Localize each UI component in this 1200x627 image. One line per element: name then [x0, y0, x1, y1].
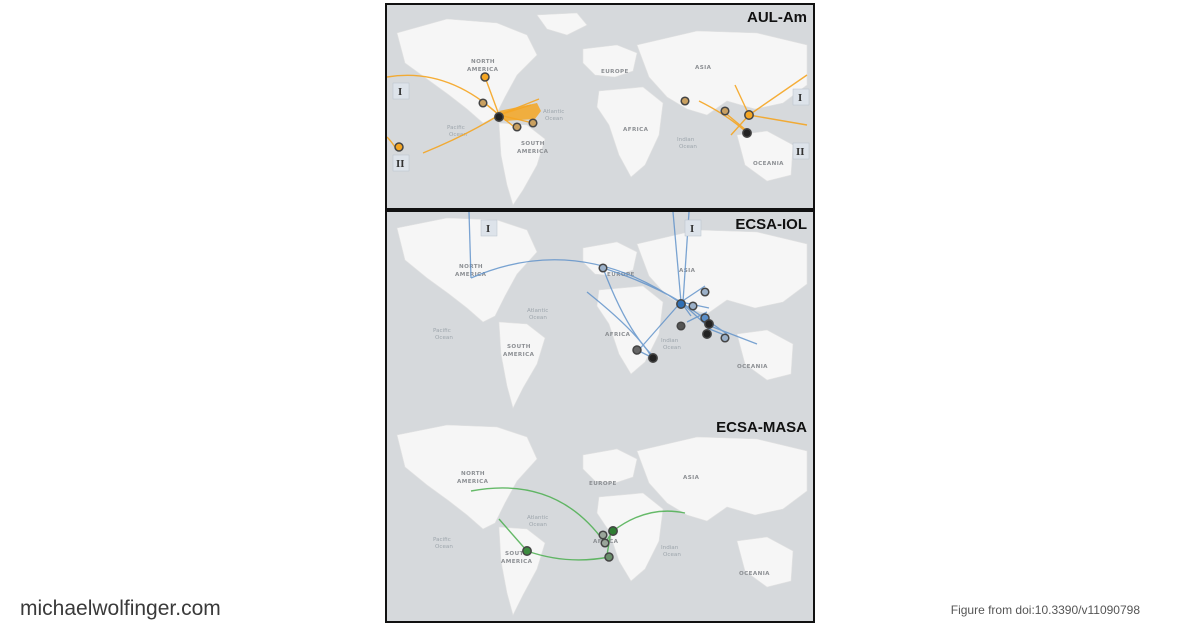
map-panel-ecsa-iol: NORTH AMERICA EUROPE ASIA AFRICA SOUTH A…: [387, 212, 813, 415]
world-map-ecsa-masa: NORTH AMERICA EUROPE ASIA AFRICA SOUTH A…: [396, 424, 808, 616]
label-north-america: AMERICA: [467, 67, 499, 73]
svg-text:Indian: Indian: [661, 338, 679, 344]
svg-text:ASIA: ASIA: [679, 268, 696, 274]
sampling-sites-ecsa-masa: [522, 526, 618, 562]
marker-label-2: II: [396, 160, 404, 170]
marker-label-4: II: [796, 148, 804, 158]
svg-text:Ocean: Ocean: [529, 315, 547, 321]
marker-badge-2: [684, 219, 702, 237]
svg-text:NORTH: NORTH: [461, 471, 485, 477]
svg-text:Ocean: Ocean: [435, 335, 453, 341]
svg-text:Ocean: Ocean: [545, 116, 563, 122]
svg-text:Atlantic: Atlantic: [527, 308, 548, 314]
svg-text:AMERICA: AMERICA: [457, 479, 489, 485]
marker-label-3: I: [798, 94, 802, 104]
svg-text:SOUTH: SOUTH: [505, 551, 529, 557]
markers-aul-am: I II I II: [392, 82, 810, 172]
dense-route-cluster: [499, 103, 541, 121]
ocean-labels: Pacific Ocean Atlantic Ocean Indian Ocea…: [433, 515, 681, 558]
marker-badge-3: [792, 88, 810, 106]
svg-text:EUROPE: EUROPE: [589, 481, 617, 487]
svg-text:Atlantic: Atlantic: [543, 109, 564, 115]
ocean-labels: Pacific Ocean Atlantic Ocean Indian Ocea…: [447, 109, 697, 150]
svg-text:EUROPE: EUROPE: [607, 272, 635, 278]
panel-title-ecsa-masa: ECSA-MASA: [716, 419, 807, 436]
label-oceania: OCEANIA: [753, 161, 784, 167]
label-europe: EUROPE: [601, 69, 629, 75]
svg-text:OCEANIA: OCEANIA: [737, 364, 768, 370]
svg-text:Pacific: Pacific: [433, 537, 451, 543]
svg-text:Ocean: Ocean: [529, 522, 547, 528]
svg-text:I: I: [690, 225, 694, 235]
label-south: SOUTH: [521, 141, 545, 147]
panel-title-ecsa-iol: ECSA-IOL: [735, 216, 807, 233]
svg-text:Ocean: Ocean: [679, 144, 697, 150]
label-africa: AFRICA: [623, 127, 649, 133]
svg-text:I: I: [486, 225, 490, 235]
marker-label-1: I: [398, 88, 402, 98]
svg-text:Pacific: Pacific: [447, 125, 465, 131]
markers-ecsa-iol: I I: [480, 219, 702, 237]
label-north: NORTH: [471, 59, 495, 65]
svg-text:AMERICA: AMERICA: [501, 559, 533, 565]
svg-text:OCEANIA: OCEANIA: [739, 571, 770, 577]
svg-text:Ocean: Ocean: [449, 132, 467, 138]
sampling-sites-aul-am: [394, 72, 754, 152]
marker-badge-1: [480, 219, 498, 237]
label-south-america: AMERICA: [517, 149, 549, 155]
figure-frame: NORTH AMERICA EUROPE ASIA AFRICA SOUTH A…: [385, 3, 815, 623]
svg-text:Ocean: Ocean: [663, 345, 681, 351]
label-asia: ASIA: [695, 65, 712, 71]
panel-title-aul-am: AUL-Am: [747, 9, 807, 26]
marker-badge-2: [392, 154, 410, 172]
svg-text:Indian: Indian: [661, 545, 679, 551]
figure-credit: Figure from doi:10.3390/v11090798: [950, 603, 1140, 617]
marker-badge-1: [392, 82, 410, 100]
map-panel-aul-am: NORTH AMERICA EUROPE ASIA AFRICA SOUTH A…: [387, 5, 813, 208]
continent-labels: NORTH AMERICA EUROPE ASIA AFRICA SOUTH A…: [467, 59, 784, 167]
svg-text:AFRICA: AFRICA: [605, 332, 631, 338]
world-map-ecsa-iol: NORTH AMERICA EUROPE ASIA AFRICA SOUTH A…: [396, 212, 808, 409]
svg-text:Pacific: Pacific: [433, 328, 451, 334]
marker-badge-4: [792, 142, 810, 160]
svg-text:AMERICA: AMERICA: [503, 352, 535, 358]
panel-divider-1: [387, 208, 813, 212]
svg-text:SOUTH: SOUTH: [507, 344, 531, 350]
world-map-aul-am: NORTH AMERICA EUROPE ASIA AFRICA SOUTH A…: [387, 12, 810, 206]
svg-text:ASIA: ASIA: [683, 475, 700, 481]
sampling-sites-ecsa-iol: [598, 263, 730, 363]
ocean-labels: Pacific Ocean Atlantic Ocean Indian Ocea…: [433, 308, 681, 351]
svg-text:Atlantic: Atlantic: [527, 515, 548, 521]
svg-text:Ocean: Ocean: [663, 552, 681, 558]
site-name: michaelwolfinger.com: [20, 597, 221, 620]
svg-text:Ocean: Ocean: [435, 544, 453, 550]
svg-text:Indian: Indian: [677, 137, 695, 143]
map-panel-ecsa-masa: NORTH AMERICA EUROPE ASIA AFRICA SOUTH A…: [387, 415, 813, 621]
